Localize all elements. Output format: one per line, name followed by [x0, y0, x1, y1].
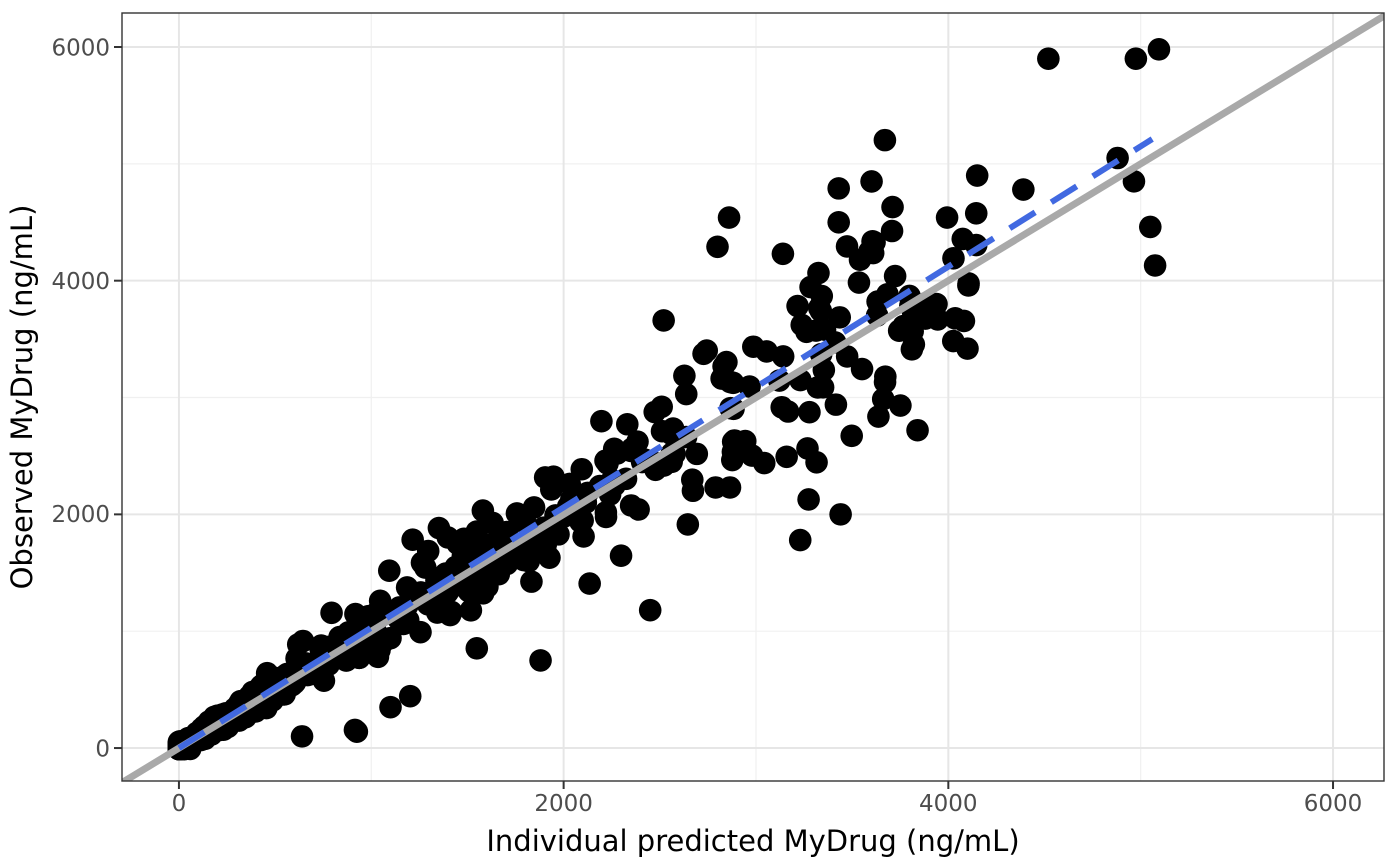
- x-tick-label-2000: 2000: [534, 791, 593, 817]
- axis-tick-marks: [114, 46, 1335, 789]
- x-tick-label-4000: 4000: [919, 791, 978, 817]
- y-axis-tick-labels: 0 2000 4000 6000: [51, 36, 110, 763]
- linear-fit-line: [177, 136, 1154, 751]
- x-tick-label-0: 0: [172, 791, 187, 817]
- scatter-points-layer: [167, 38, 1171, 761]
- y-tick-label-2000: 2000: [51, 502, 110, 528]
- y-axis-title: Observed MyDrug (ng/mL): [5, 205, 39, 590]
- x-tick-label-6000: 6000: [1304, 791, 1363, 817]
- x-axis-title: Individual predicted MyDrug (ng/mL): [486, 824, 1019, 858]
- x-axis-tick-labels: 0 2000 4000 6000: [172, 791, 1363, 817]
- y-tick-label-6000: 6000: [51, 36, 110, 62]
- grid-major-lines: [122, 13, 1384, 781]
- plot-panel-layers: [114, 12, 1385, 789]
- y-tick-label-4000: 4000: [51, 269, 110, 295]
- y-tick-label-0: 0: [95, 737, 110, 763]
- identity-line: [122, 13, 1384, 781]
- panel-border: [121, 12, 1385, 782]
